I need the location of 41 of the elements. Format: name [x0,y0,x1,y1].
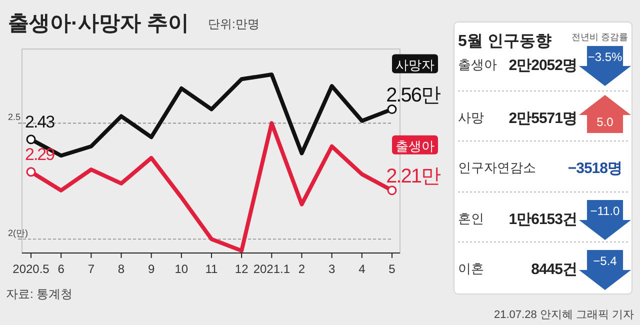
category-label: 이혼 [458,261,484,276]
data-label: −5.4 [593,254,618,268]
y-tick-label: 2(만) [8,228,28,238]
data-label: 5.0 [596,115,614,129]
data-label: −3.5% [588,50,623,64]
x-tick-label: 6 [58,262,65,276]
x-tick-label: 9 [148,262,155,276]
x-tick-label: 2 [298,262,306,276]
data-label: 2.56만 [386,84,441,106]
x-tick-label: 7 [88,262,95,276]
chart-title: 출생아·사망자 추이 [8,12,189,35]
x-tick-label: 2021.1 [253,262,290,276]
text: 1만6153건 [508,211,577,228]
category-label: 출생아 [458,57,497,72]
text: −3518명 [568,160,622,177]
x-tick-label: 12 [234,262,249,276]
text: 2만5571명 [508,110,577,127]
text: 5월 인구동향 [458,33,552,50]
x-tick-label: 8 [118,262,125,276]
text: 출생아 [396,138,434,154]
x-tick-label: 4 [358,262,366,276]
x-tick-label: 11 [205,262,218,276]
x-tick-label: 5 [388,262,396,276]
y-tick-label: 2.5 [8,112,21,122]
text: 전년비 증감률 [571,32,628,42]
chart-subtitle: 단위:만명 [208,17,260,31]
category-label: 혼인 [458,211,484,226]
x-tick-label: 3 [328,262,336,276]
x-tick-label: 10 [174,262,188,276]
data-label: −11.0 [590,204,620,218]
data-label: 2.21만 [386,165,441,188]
data-label: 2.29 [25,144,55,164]
category-label: 사망 [458,110,484,125]
x-tick-label: 2020.5 [12,262,50,276]
text: 자료: 통계청 [6,287,73,301]
data-label: 2.43 [25,112,55,132]
text: 21.07.28 안지혜 그래픽 기자 [494,309,634,321]
category-label: 인구자연감소 [458,160,536,175]
text: 2만2052명 [508,57,577,74]
text: 사망자 [396,57,434,72]
text: 8445건 [531,261,577,278]
